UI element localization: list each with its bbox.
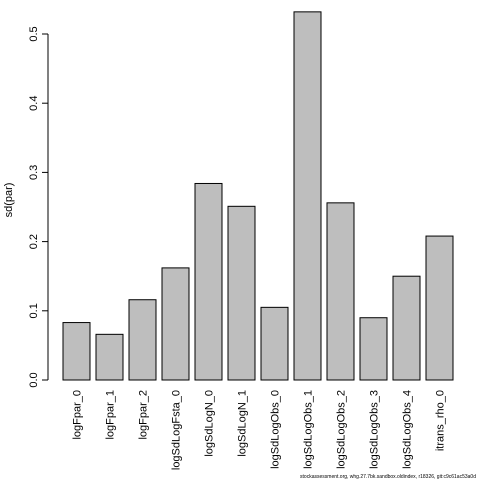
bar-logSdLogObs_3 (359, 317, 388, 381)
x-tick-label-logSdLogFsta_0: logSdLogFsta_0 (171, 390, 183, 470)
bar-itrans_rho_0 (425, 235, 454, 381)
y-tick-label: 0.1 (28, 303, 40, 318)
x-tick-label-logSdLogObs_3: logSdLogObs_3 (369, 390, 381, 469)
bar-logSdLogFsta_0 (161, 267, 190, 381)
bar-logSdLogObs_0 (260, 306, 289, 381)
y-tick-label: 0.2 (28, 234, 40, 249)
y-axis: 0.0 0.1 0.2 0.3 0.4 0.5 (28, 26, 49, 388)
bar-logSdLogObs_4 (392, 275, 421, 381)
x-tick-label-logFpar_2: logFpar_2 (138, 390, 150, 440)
bar-logSdLogObs_2 (326, 202, 355, 381)
bar-logFpar_2 (128, 299, 157, 381)
bar-logSdLogN_0 (194, 182, 223, 381)
bar-logSdLogN_1 (227, 205, 256, 381)
x-tick-labels: logFpar_0 logFpar_1 logFpar_2 logSdLogFsta_… (72, 390, 447, 470)
x-tick-label-logSdLogObs_1: logSdLogObs_1 (303, 390, 315, 469)
y-tick-label: 0.0 (28, 372, 40, 387)
bar-logFpar_0 (62, 322, 91, 381)
bars-group (62, 11, 454, 381)
x-tick-label-logSdLogObs_2: logSdLogObs_2 (336, 390, 348, 469)
y-tick-label: 0.3 (28, 165, 40, 180)
x-tick-label-logSdLogObs_0: logSdLogObs_0 (270, 390, 282, 469)
y-axis-label: sd(par) (3, 183, 15, 218)
bar-logFpar_1 (95, 333, 124, 381)
x-tick-label-logSdLogN_1: logSdLogN_1 (237, 390, 249, 457)
y-tick-label: 0.5 (28, 26, 40, 41)
bar-logSdLogObs_1 (293, 11, 322, 381)
footer-note: stockassessment.org, whg.27.7bk.sandbox.… (300, 474, 476, 480)
x-tick-label-logSdLogObs_4: logSdLogObs_4 (402, 390, 414, 469)
y-tick-label: 0.4 (28, 96, 40, 111)
x-tick-label-logFpar_1: logFpar_1 (105, 390, 117, 440)
x-tick-label-logSdLogN_0: logSdLogN_0 (204, 390, 216, 457)
x-tick-label-itrans_rho_0: itrans_rho_0 (435, 390, 447, 451)
x-tick-label-logFpar_0: logFpar_0 (72, 390, 84, 440)
